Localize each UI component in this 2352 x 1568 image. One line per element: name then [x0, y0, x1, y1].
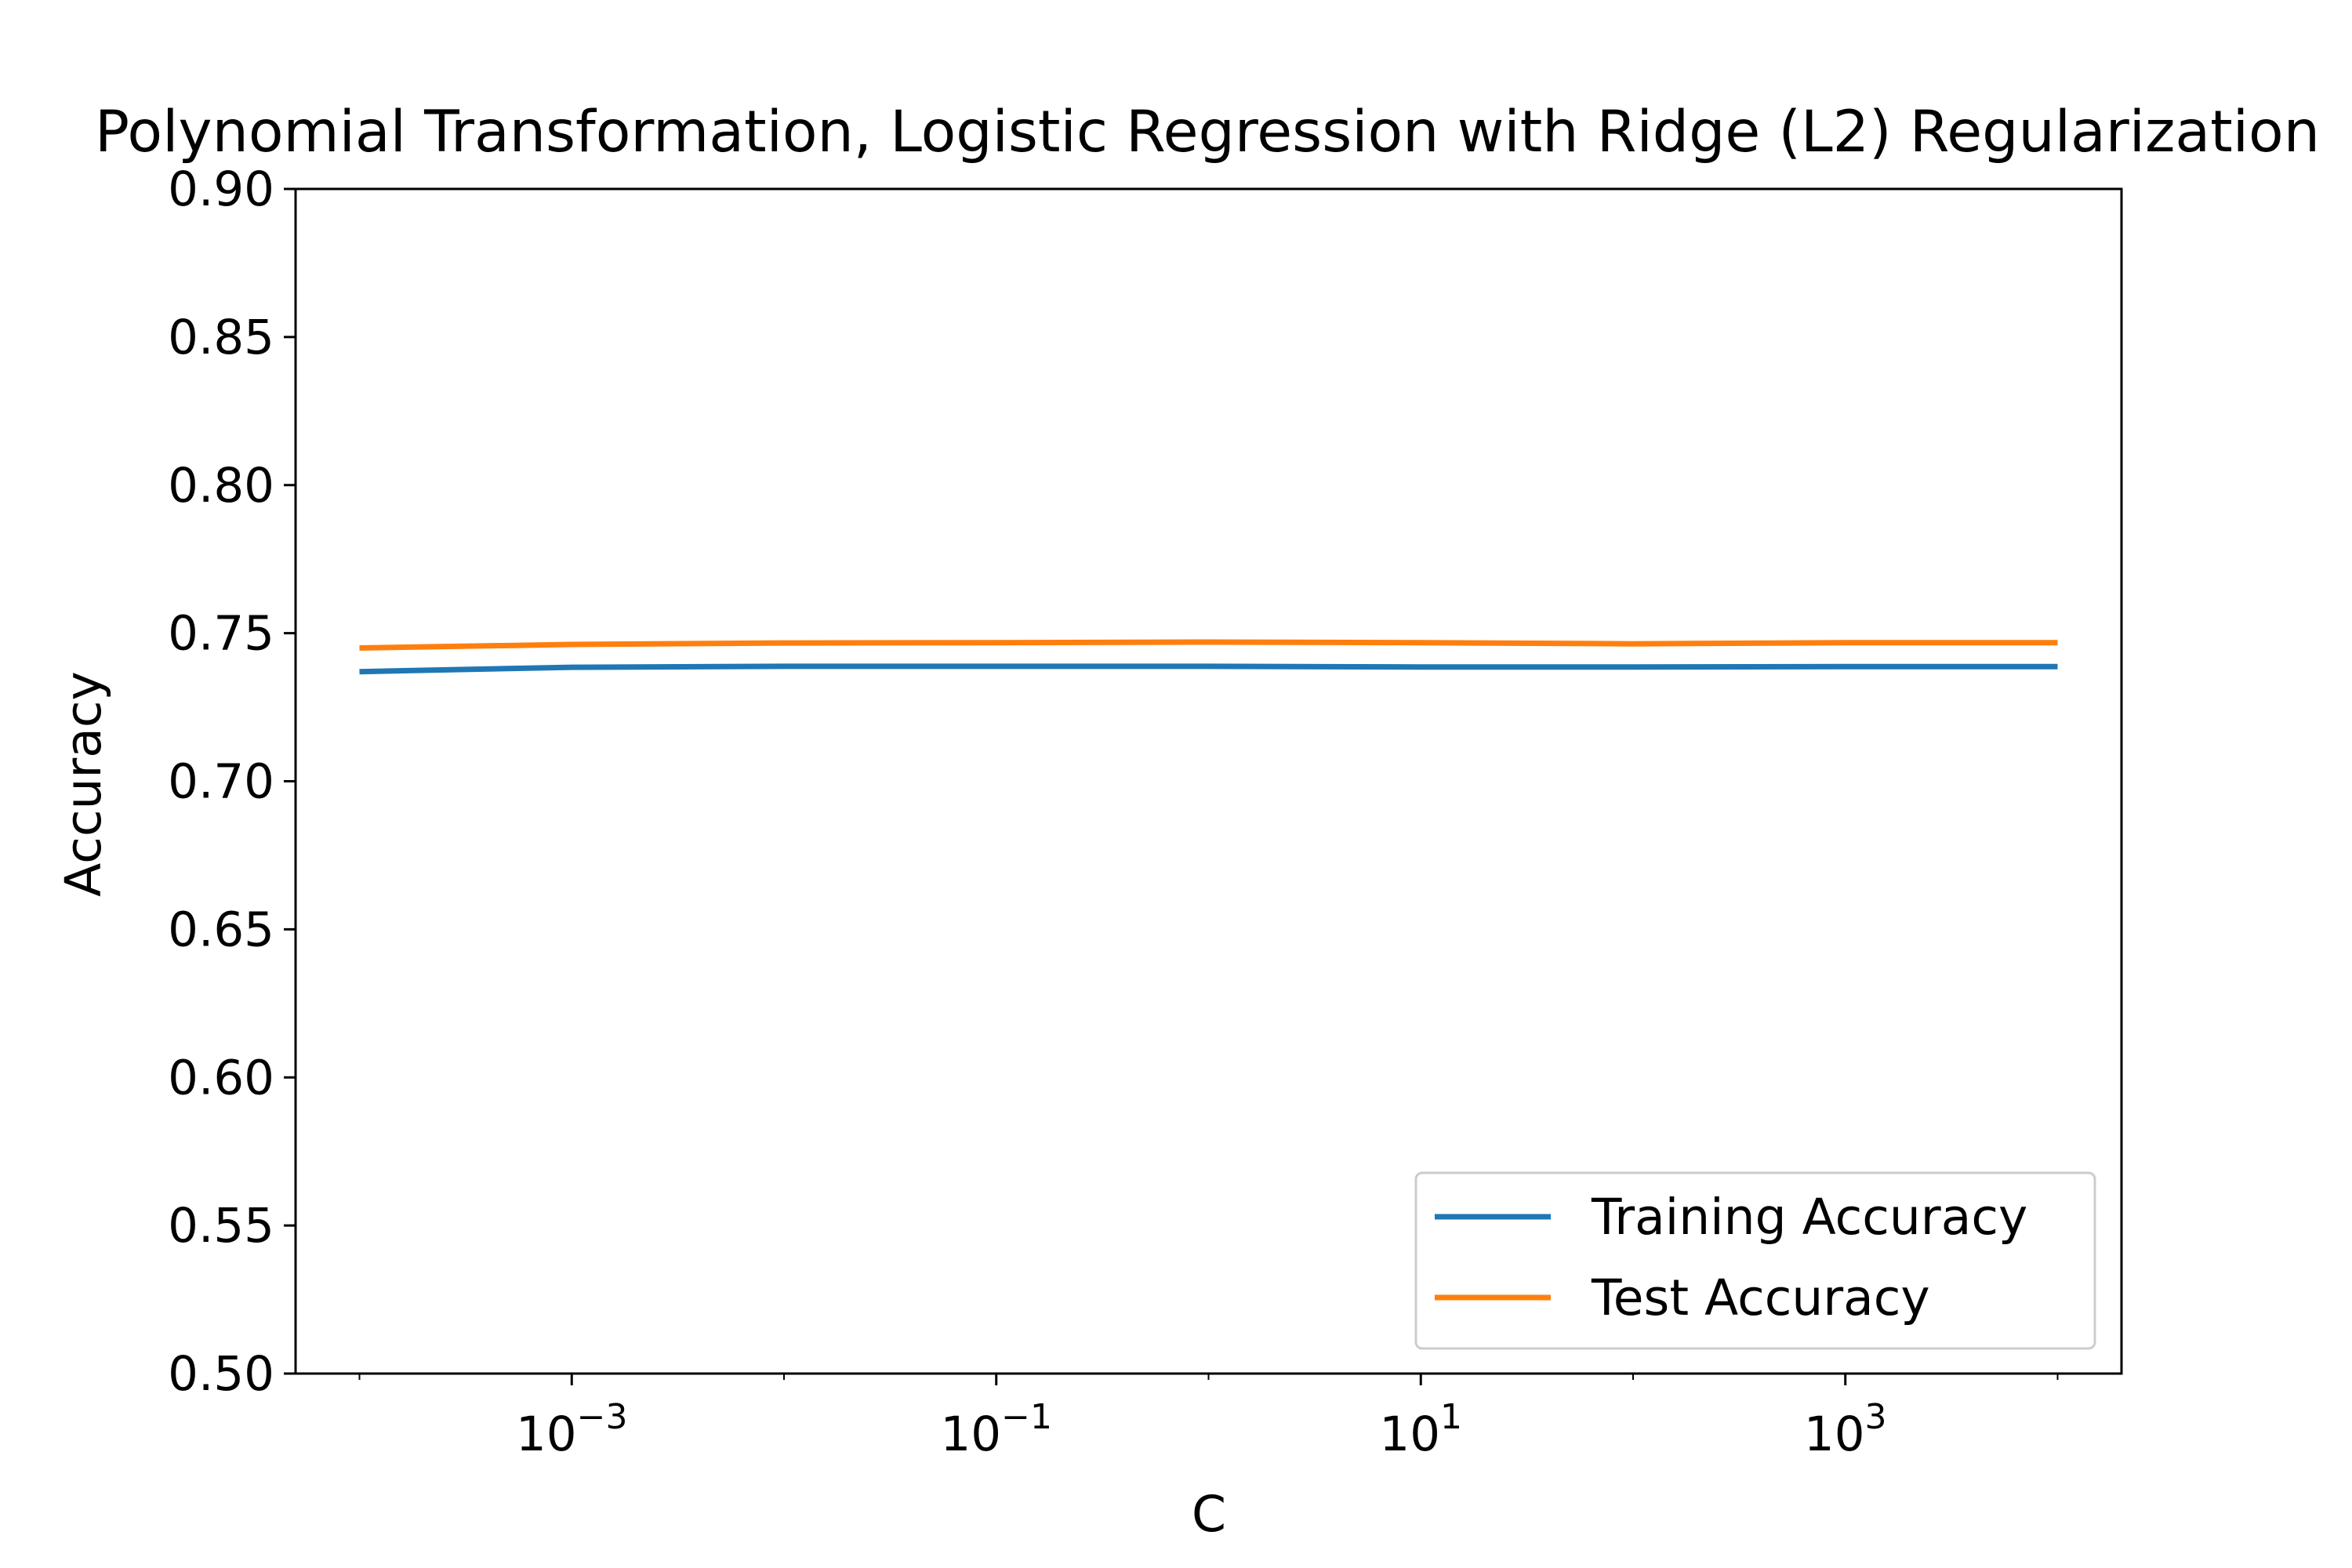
legend: Training Accuracy Test Accuracy [1414, 1171, 2096, 1350]
x-tick-label: 10−3 [516, 1397, 628, 1462]
x-tick-label: 10−1 [941, 1397, 1053, 1462]
x-axis: 10−3 10−1 101 103 [358, 1374, 2059, 1462]
x-tick-label: 101 [1379, 1397, 1462, 1462]
y-tick-label: 0.60 [168, 1050, 274, 1105]
y-tick-label: 0.80 [168, 458, 274, 514]
y-tick-label: 0.65 [168, 902, 274, 957]
y-tick-label: 0.50 [168, 1346, 274, 1402]
x-axis-label: C [1192, 1486, 1226, 1543]
y-tick-label: 0.70 [168, 754, 274, 810]
y-tick-label: 0.85 [168, 310, 274, 365]
chart-title: Polynomial Transformation, Logistic Regr… [95, 99, 2320, 165]
y-axis: 0.50 0.55 0.60 0.65 0.70 0.75 0.80 0.85 0.90 [168, 162, 296, 1402]
series-line-test-accuracy [359, 639, 2058, 651]
y-axis-label: Accuracy [55, 671, 112, 897]
series-line-training-accuracy [359, 663, 2058, 675]
legend-label: Training Accuracy [1591, 1189, 2027, 1246]
series-layer [359, 639, 2058, 675]
legend-label: Test Accuracy [1591, 1269, 1930, 1327]
y-tick-label: 0.90 [168, 162, 274, 217]
legend-box [1414, 1171, 2096, 1350]
y-tick-label: 0.75 [168, 606, 274, 662]
x-tick-label: 103 [1804, 1397, 1887, 1462]
y-tick-label: 0.55 [168, 1198, 274, 1254]
